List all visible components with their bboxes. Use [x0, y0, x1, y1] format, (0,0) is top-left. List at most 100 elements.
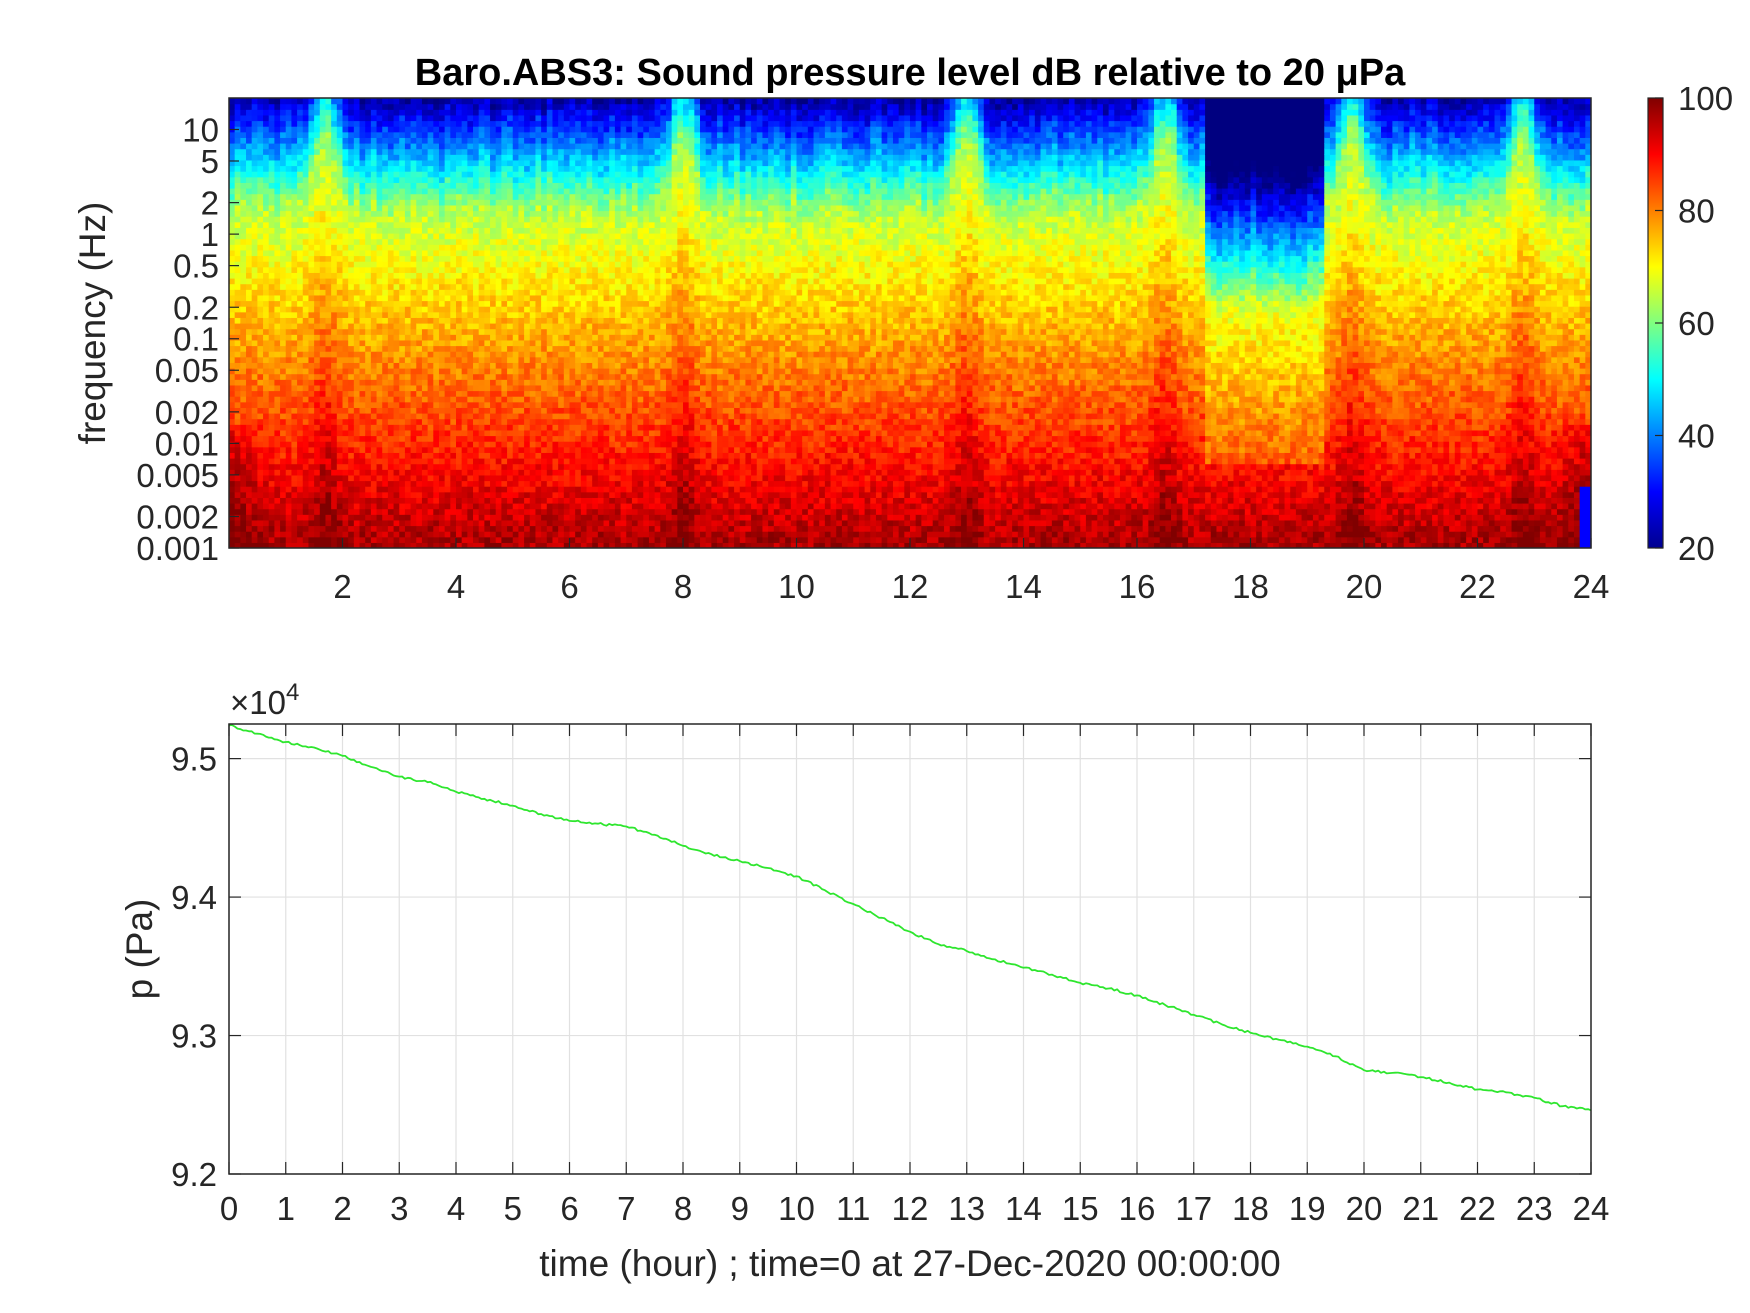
spectrogram-cell	[501, 233, 508, 240]
spectrogram-cell	[535, 458, 542, 465]
spectrogram-cell	[490, 379, 497, 386]
spectrogram-cell	[268, 362, 275, 369]
spectrogram-cell	[342, 508, 349, 515]
spectrogram-cell	[484, 435, 491, 442]
spectrogram-cell	[359, 306, 366, 313]
spectrogram-cell	[291, 418, 298, 425]
spectrogram-cell	[382, 384, 389, 392]
spectrogram-cell	[274, 531, 281, 538]
spectrogram-cell	[365, 227, 372, 234]
spectrogram-cell	[331, 188, 338, 195]
spectrogram-cell	[416, 261, 423, 268]
spectrogram-cell	[314, 221, 321, 228]
spectrogram-cell	[410, 328, 417, 335]
spectrogram-cell	[376, 159, 383, 167]
spectrogram-cell	[507, 109, 514, 116]
spectrogram-cell	[348, 368, 355, 375]
spectrogram-cell	[512, 159, 520, 167]
spectrogram-cell	[240, 418, 247, 425]
spectrogram-cell	[563, 458, 571, 465]
spectrogram-cell	[507, 491, 514, 498]
spectrogram-cell	[535, 345, 542, 352]
spectrogram-cell	[370, 418, 378, 425]
spectrogram-cell	[319, 508, 327, 515]
spectrogram-cell	[416, 143, 423, 150]
spectrogram-cell	[393, 390, 400, 397]
spectrogram-cell	[399, 514, 406, 521]
spectrogram-cell	[410, 351, 417, 358]
spectrogram-cell	[314, 328, 321, 335]
spectrogram-cell	[575, 519, 582, 527]
spectrogram-cell	[495, 463, 502, 470]
spectrogram-cell	[376, 446, 383, 453]
spectrogram-cell	[438, 278, 446, 285]
spectrogram-cell	[473, 103, 480, 110]
spectrogram-cell	[450, 131, 457, 138]
spectrogram-cell	[461, 227, 468, 234]
spectrogram-cell	[563, 289, 571, 296]
spectrogram-cell	[393, 216, 400, 223]
spectrogram-cell	[280, 542, 287, 548]
spectrogram-cell	[438, 396, 446, 403]
spectrogram-cell	[575, 103, 582, 110]
spectrogram-cell	[461, 356, 468, 363]
spectrogram-cell	[444, 458, 451, 465]
spectrogram-cell	[331, 508, 338, 515]
spectrogram-cell	[319, 114, 327, 122]
spectrogram-cell	[280, 435, 287, 442]
spectrogram-cell	[484, 109, 491, 116]
spectrogram-cell	[580, 345, 588, 352]
spectrogram-cell	[518, 345, 525, 352]
spectrogram-cell	[399, 452, 406, 459]
spectrogram-cell	[240, 323, 247, 330]
spectrogram-cell	[291, 278, 298, 285]
spectrogram-cell	[302, 306, 310, 313]
spectrogram-cell	[467, 531, 474, 538]
spectrogram-cell	[393, 323, 400, 330]
spectrogram-cell	[246, 491, 253, 498]
spectrogram-cell	[421, 328, 429, 335]
spectrogram-cell	[331, 109, 338, 116]
spectrogram-cell	[427, 474, 434, 482]
spectrogram-cell	[348, 255, 355, 262]
spectrogram-cell	[512, 109, 520, 116]
spectrogram-cell	[348, 114, 355, 122]
spectrogram-cell	[353, 294, 361, 302]
spectrogram-cell	[495, 328, 502, 335]
spectrogram-cell	[246, 480, 253, 487]
spectrogram-cell	[331, 441, 338, 448]
spectrogram-cell	[552, 306, 559, 313]
spectrogram-cell	[376, 131, 383, 138]
spectrogram-cell	[240, 390, 247, 397]
spectrogram-cell	[314, 227, 321, 234]
spectrogram-cell	[387, 368, 395, 375]
spectrogram-cell	[393, 176, 400, 183]
spectrogram-cell	[240, 525, 247, 532]
spectrogram-cell	[336, 221, 344, 228]
spectrogram-cell	[387, 143, 395, 150]
spectrogram-cell	[416, 480, 423, 487]
spectrogram-cell	[376, 486, 383, 493]
spectrogram-cell	[285, 238, 293, 245]
spectrogram-cell	[535, 272, 542, 279]
spectrogram-cell	[416, 120, 423, 127]
spectrogram-cell	[575, 536, 582, 543]
spectrogram-cell	[234, 148, 241, 155]
spectrogram-cell	[478, 238, 485, 245]
spectrogram-cell	[297, 272, 304, 279]
spectrogram-cell	[467, 283, 474, 290]
spectrogram-cell	[336, 323, 344, 330]
spectrogram-cell	[387, 435, 395, 442]
spectrogram-cell	[563, 379, 571, 386]
spectrogram-cell	[263, 221, 270, 228]
spectrogram-cell	[529, 193, 537, 200]
spectrogram-cell	[263, 233, 270, 240]
spectrogram-cell	[529, 396, 537, 403]
spectrogram-cell	[393, 508, 400, 515]
spectrogram-cell	[421, 368, 429, 375]
spectrogram-cell	[456, 193, 463, 200]
spectrogram-cell	[456, 171, 463, 178]
spectrogram-cell	[348, 503, 355, 510]
spectrogram-cell	[370, 199, 378, 206]
spectrogram-cell	[302, 413, 310, 420]
